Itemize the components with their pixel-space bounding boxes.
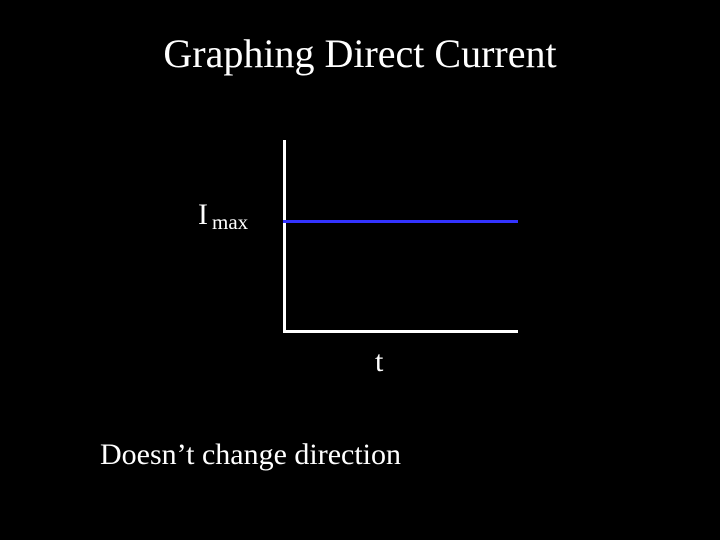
y-axis — [283, 140, 286, 330]
x-axis-label: t — [375, 345, 383, 379]
y-label-sub: max — [212, 210, 248, 234]
dc-line — [283, 220, 518, 223]
x-axis — [283, 330, 518, 333]
slide-title: Graphing Direct Current — [0, 30, 720, 77]
y-label-main: I — [198, 198, 208, 231]
y-axis-label: Imax — [198, 198, 248, 232]
caption-text: Doesn’t change direction — [100, 438, 401, 472]
slide: Graphing Direct Current Imax t Doesn’t c… — [0, 0, 720, 540]
